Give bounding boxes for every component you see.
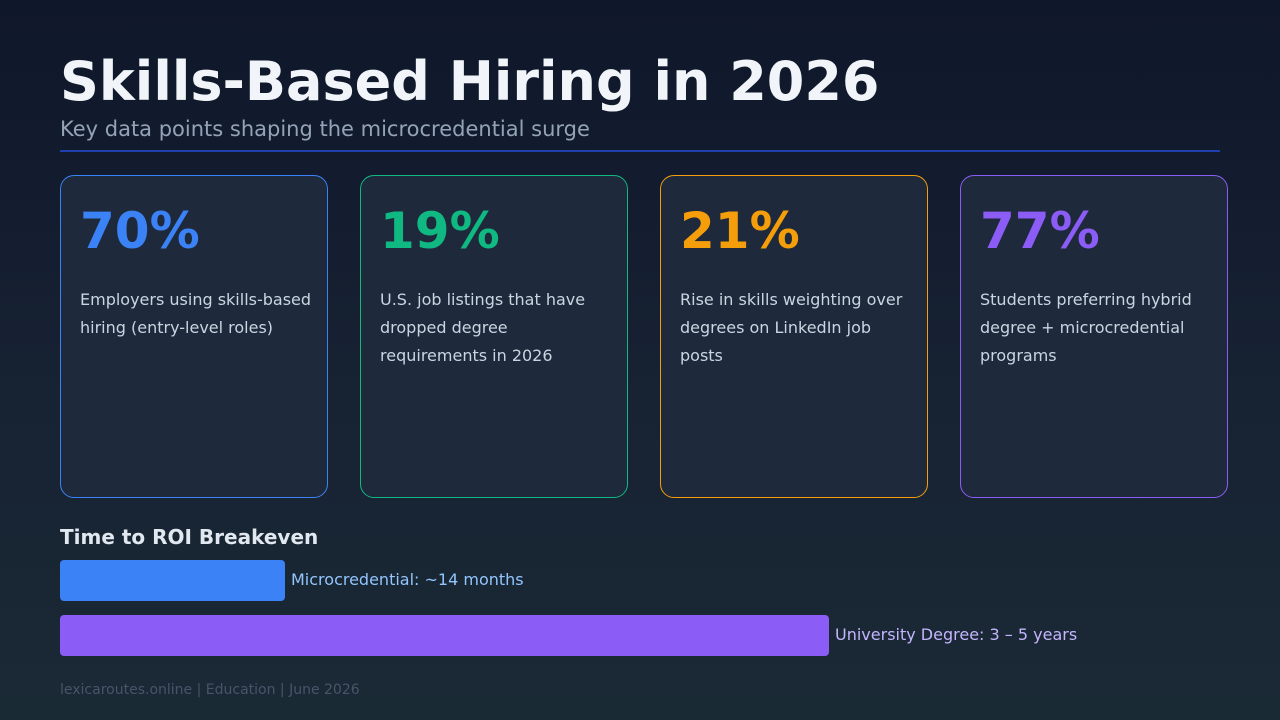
stat-card-employers: 70% Employers using skills-based hiring … bbox=[60, 175, 328, 498]
stat-value: 70% bbox=[80, 202, 200, 260]
stat-card-skills-weighting: 21% Rise in skills weighting over degree… bbox=[660, 175, 928, 498]
bar-microcredential bbox=[60, 560, 285, 601]
stat-description: Students preferring hybrid degree + micr… bbox=[980, 290, 1192, 365]
stat-value: 77% bbox=[980, 202, 1100, 260]
stat-value: 19% bbox=[380, 202, 500, 260]
roi-chart-title: Time to ROI Breakeven bbox=[60, 525, 319, 549]
stat-card-students: 77% Students preferring hybrid degree + … bbox=[960, 175, 1228, 498]
footer-credits: lexicaroutes.online | Education | June 2… bbox=[60, 682, 360, 698]
page-title: Skills-Based Hiring in 2026 bbox=[60, 50, 880, 113]
header-divider bbox=[60, 150, 1220, 152]
stat-description: U.S. job listings that have dropped degr… bbox=[380, 290, 586, 365]
bar-label-microcredential: Microcredential: ~14 months bbox=[291, 570, 524, 589]
page-subtitle: Key data points shaping the microcredent… bbox=[60, 117, 590, 141]
stat-description: Employers using skills-based hiring (ent… bbox=[80, 290, 312, 337]
stat-description: Rise in skills weighting over degrees on… bbox=[680, 290, 903, 365]
stat-card-job-listings: 19% U.S. job listings that have dropped … bbox=[360, 175, 628, 498]
bar-label-university-degree: University Degree: 3 – 5 years bbox=[835, 625, 1078, 644]
bar-university-degree bbox=[60, 615, 829, 656]
stat-value: 21% bbox=[680, 202, 800, 260]
